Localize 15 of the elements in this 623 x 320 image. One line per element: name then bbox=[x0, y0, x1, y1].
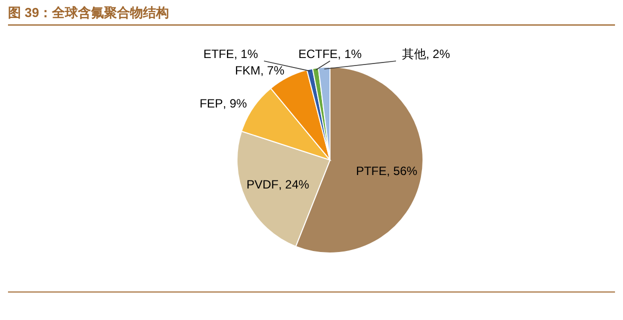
data-label: , 2% bbox=[426, 47, 450, 61]
data-label: , 24% bbox=[278, 178, 310, 192]
data-label: , 7% bbox=[260, 64, 285, 78]
slice-label: PTFE bbox=[356, 164, 387, 178]
slice-label: ECTFE bbox=[298, 47, 338, 61]
slice-label: FEP bbox=[200, 96, 223, 111]
slice-label: ETFE bbox=[203, 47, 234, 61]
text: 图 39：全球含氟聚合物结构 bbox=[8, 5, 170, 20]
slice-label: 其他 bbox=[402, 47, 426, 61]
data-label: , 56% bbox=[386, 164, 418, 178]
slice-label: FKM bbox=[235, 64, 260, 78]
slice-label: PVDF bbox=[246, 178, 278, 192]
data-label: , 1% bbox=[338, 47, 362, 61]
data-label: , 9% bbox=[222, 96, 248, 111]
data-label: , 1% bbox=[234, 47, 258, 61]
